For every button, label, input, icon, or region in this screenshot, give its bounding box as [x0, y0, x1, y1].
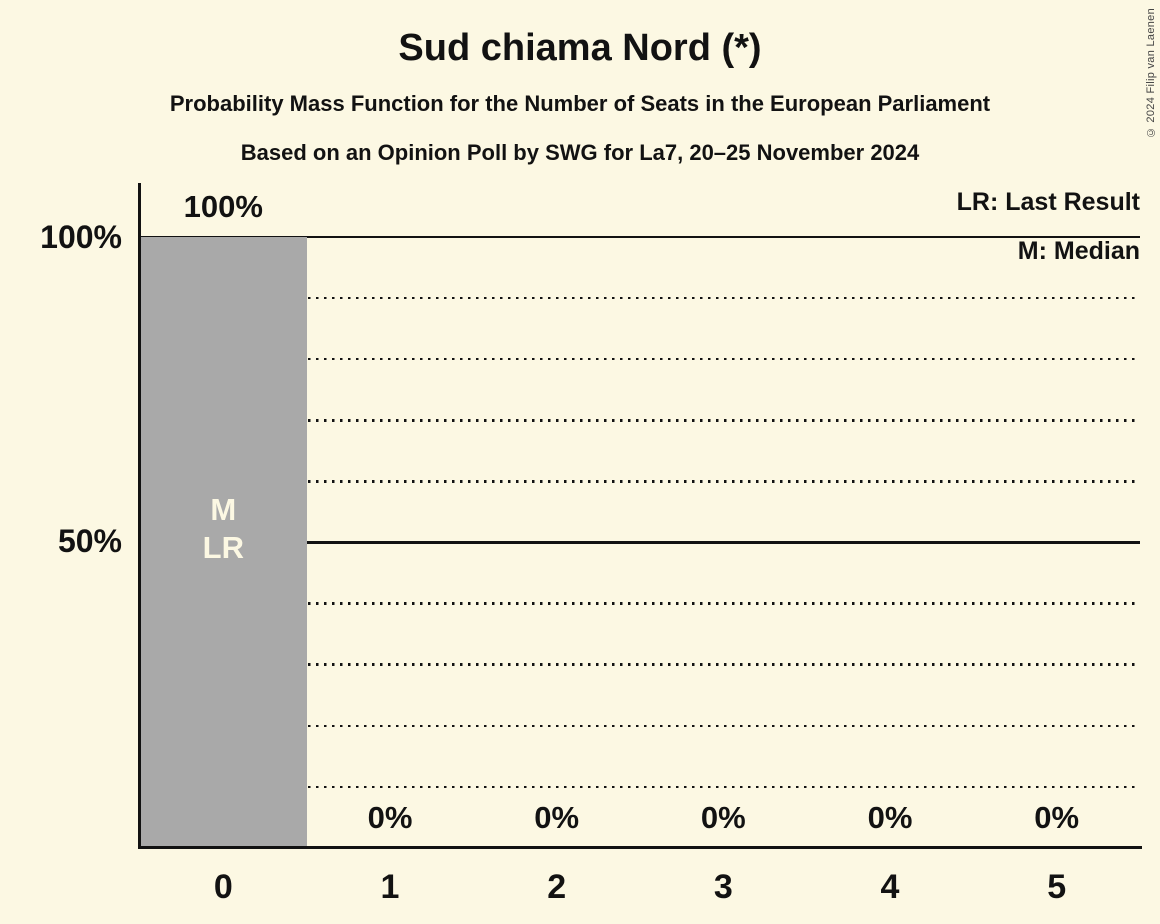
- bar-value-label-5: 0%: [1034, 800, 1080, 835]
- chart-subtitle: Probability Mass Function for the Number…: [169, 91, 991, 116]
- gridline-dotted-60: [140, 480, 1140, 483]
- bar-annotation-line: M: [210, 491, 237, 527]
- gridline-dotted-40: [140, 602, 1140, 605]
- bar-value-label-4: 0%: [867, 800, 913, 835]
- plot-area: 100% 0% 0% 0% 0% 0% M LR: [140, 183, 1140, 848]
- bar-value-label-3: 0%: [700, 800, 746, 835]
- x-axis-labels: 0 1 2 3 4 5: [140, 866, 1140, 908]
- gridline-dotted-30: [140, 663, 1140, 666]
- legend-last-result: LR: Last Result: [956, 188, 1140, 216]
- gridline-dotted-20: [140, 724, 1140, 728]
- bar-value-label-1: 0%: [367, 800, 413, 835]
- x-axis-line: [138, 846, 1142, 849]
- y-axis-label-50: 50%: [57, 523, 122, 559]
- x-tick-label-3: 3: [713, 868, 733, 906]
- bar-seats-0: [140, 237, 307, 848]
- x-tick-label-0: 0: [213, 868, 233, 906]
- bar-value-label-0: 100%: [183, 189, 263, 224]
- y-axis-label-100: 100%: [40, 219, 122, 255]
- gridline-dotted-90: [140, 296, 1140, 300]
- gridline-dotted-70: [140, 419, 1140, 422]
- chart-source-line: Based on an Opinion Poll by SWG for La7,…: [240, 140, 920, 165]
- copyright-notice: © 2024 Filip van Laenen: [1145, 8, 1157, 139]
- bar-annotation-line: LR: [202, 529, 244, 565]
- bar-annotation-0: M LR: [140, 491, 307, 567]
- chart-title: Sud chiama Nord (*): [398, 27, 762, 69]
- x-tick-label-2: 2: [547, 868, 567, 906]
- y-axis-line: [138, 183, 141, 849]
- gridline-dotted-80: [140, 357, 1140, 361]
- x-tick-label-4: 4: [880, 868, 900, 906]
- gridline-dotted-10: [140, 785, 1140, 789]
- bar-value-label-2: 0%: [534, 800, 580, 835]
- legend-median: M: Median: [1017, 237, 1140, 265]
- x-tick-label-5: 5: [1047, 868, 1067, 906]
- gridline-solid-100: [140, 235, 1140, 239]
- gridline-solid-50: [140, 541, 1140, 544]
- x-tick-label-1: 1: [380, 868, 400, 906]
